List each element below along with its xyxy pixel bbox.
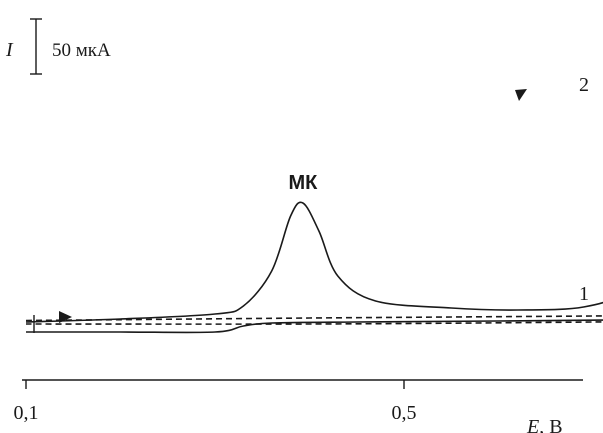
scale-bar-value: 50 мкА <box>52 40 111 61</box>
x-axis-symbol: E <box>526 416 539 433</box>
x-tick-label: 0,5 <box>392 402 417 424</box>
arrow-forward-start <box>59 311 72 323</box>
curve-label-2: 2 <box>579 74 589 96</box>
peak-labels: МККсГКс <box>288 172 318 194</box>
x-axis-label: E, В <box>526 416 563 433</box>
x-axis-unit: , В <box>539 416 562 433</box>
curve-label-1: 1 <box>579 283 589 305</box>
x-tick-label: 0,1 <box>14 402 39 424</box>
y-axis-symbol: I <box>5 39 14 61</box>
arrow-reverse-top <box>515 89 527 101</box>
series-curve-1 <box>25 315 603 325</box>
series-curve-2 <box>25 201 603 334</box>
direction-arrows <box>33 89 527 333</box>
current-scale-bar: I 50 мкА <box>5 18 111 75</box>
series-layer <box>25 201 603 334</box>
axes: 0,10,50,91,3 E, В <box>14 379 583 433</box>
curve-labels: 2 1 <box>579 74 589 305</box>
x-ticks: 0,10,50,91,3 <box>14 380 417 424</box>
peak-label: МК <box>288 172 318 194</box>
